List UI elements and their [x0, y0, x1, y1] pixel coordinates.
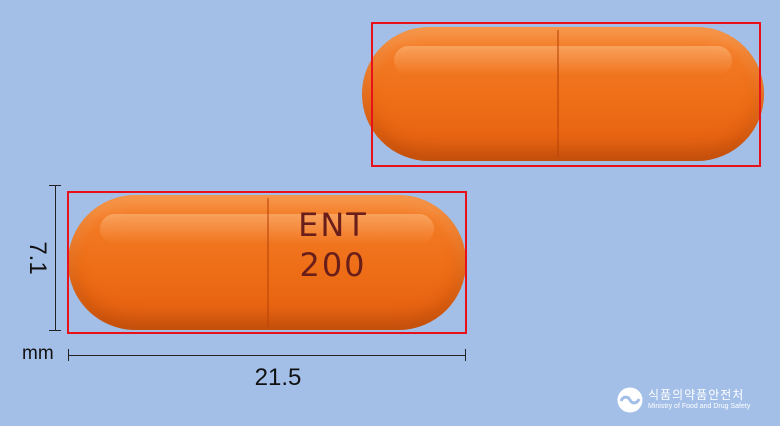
imprint-line-2: 200 — [299, 246, 367, 284]
width-dimension-line — [55, 185, 56, 331]
detection-box-front — [67, 191, 467, 334]
capsule-imprint: ENT 200 — [278, 205, 388, 285]
width-dimension-label: 7.1 — [24, 241, 51, 275]
agency-name-korean: 식품의약품안전처 — [648, 388, 745, 402]
width-dimension-tick-top — [49, 185, 61, 186]
taegeuk-emblem-icon — [617, 387, 643, 413]
unit-label: mm — [22, 343, 54, 364]
detection-box-back — [371, 22, 761, 167]
length-dimension-line — [68, 355, 466, 356]
length-dimension-label: 21.5 — [254, 364, 302, 391]
length-dimension-tick-right — [465, 349, 466, 361]
agency-name-english: Ministry of Food and Drug Safety — [648, 403, 751, 410]
capsule-front-view — [68, 195, 466, 330]
capsule-back-view — [362, 27, 764, 161]
capsule-seam — [557, 30, 559, 158]
capsule-seam — [267, 198, 269, 327]
imprint-line-1: ENT — [298, 206, 368, 244]
width-dimension-tick-bottom — [49, 330, 61, 331]
length-dimension-tick-left — [68, 349, 69, 361]
